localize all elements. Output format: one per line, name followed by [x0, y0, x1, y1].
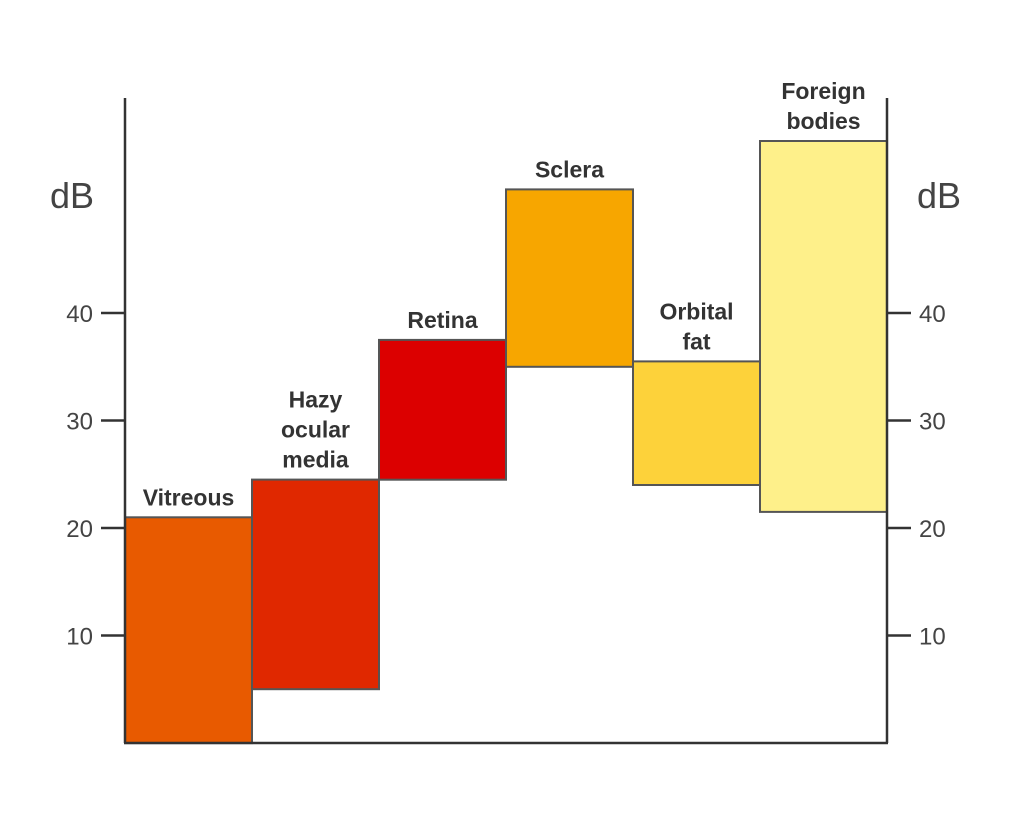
category-label-foreign-bodies: Foreign bodies — [781, 78, 865, 134]
category-label-line: Foreign — [781, 78, 865, 104]
category-label-line: Hazy — [289, 387, 343, 413]
category-label-line: fat — [682, 328, 710, 354]
ticks-group: 10 10 20 20 30 30 40 40 — [66, 301, 945, 651]
category-label-line: Sclera — [535, 156, 604, 182]
bars-group — [124, 140, 888, 745]
right-tick-label-40: 40 — [919, 301, 946, 328]
category-label-line: Vitreous — [143, 484, 235, 510]
left-unit-label: dB — [50, 175, 94, 216]
category-label-line: Retina — [407, 307, 478, 333]
right-tick-label-30: 30 — [919, 409, 946, 436]
bar-vitreous — [124, 516, 253, 745]
bar-sclera — [505, 188, 634, 368]
category-label-hazy-ocular-media: Hazy ocular media — [281, 387, 350, 473]
right-tick-label-10: 10 — [919, 624, 946, 651]
category-label-line: Orbital — [659, 298, 733, 324]
bar-orbital-fat — [632, 360, 761, 486]
bar-foreign-bodies — [759, 140, 888, 513]
bar-retina — [378, 338, 507, 481]
right-unit-label: dB — [917, 175, 961, 216]
category-label-vitreous: Vitreous — [143, 484, 235, 510]
left-tick-label-30: 30 — [66, 409, 93, 436]
left-tick-label-40: 40 — [66, 301, 93, 328]
left-tick-label-20: 20 — [66, 516, 93, 543]
right-tick-label-20: 20 — [919, 516, 946, 543]
category-label-line: bodies — [786, 108, 860, 134]
category-label-sclera: Sclera — [535, 156, 604, 182]
category-label-line: ocular — [281, 417, 350, 443]
category-label-orbital-fat: Orbital fat — [659, 298, 733, 354]
category-label-retina: Retina — [407, 307, 478, 333]
category-label-line: media — [282, 447, 349, 473]
bar-hazy-ocular-media — [251, 478, 380, 691]
left-tick-label-10: 10 — [66, 624, 93, 651]
category-labels-group: Vitreous Hazy ocular media Retina Sclera Orbit… — [143, 78, 866, 510]
